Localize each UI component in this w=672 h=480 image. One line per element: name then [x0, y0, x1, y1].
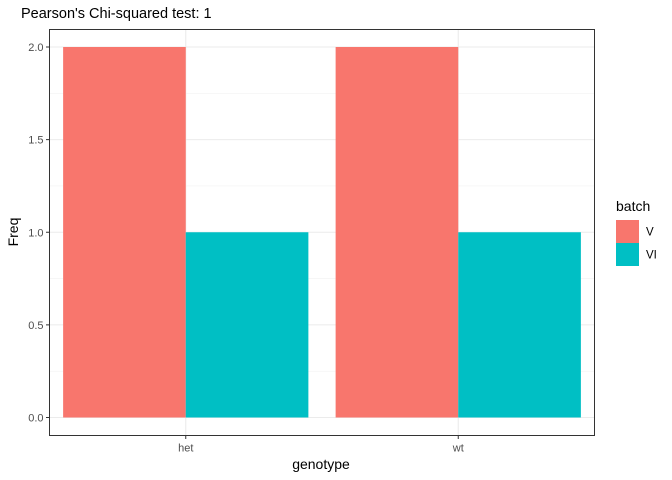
legend: batch V VI	[616, 198, 657, 266]
plot-panel	[49, 29, 595, 436]
legend-key-VI	[616, 243, 639, 266]
x-tick-label-wt: wt	[452, 443, 464, 455]
legend-label-VI: VI	[646, 250, 657, 262]
y-tick-label: 1.0	[28, 227, 43, 239]
y-tick-label: 1.5	[28, 135, 43, 147]
y-tick-label: 0.0	[28, 413, 43, 425]
legend-label-V: V	[646, 227, 654, 239]
chart-title: Pearson's Chi-squared test: 1	[21, 6, 212, 22]
y-axis-title: Freq	[5, 218, 21, 247]
y-tick-label: 0.5	[28, 320, 43, 332]
legend-key-V	[616, 220, 639, 243]
bar-het-V	[63, 47, 186, 418]
y-tick-label: 2.0	[28, 42, 43, 54]
x-axis: het wt	[178, 435, 464, 455]
x-axis-title: genotype	[292, 456, 350, 472]
bar-het-VI	[185, 232, 309, 418]
bars	[63, 47, 581, 418]
y-axis: 0.0 0.5 1.0 1.5 2.0	[28, 42, 50, 425]
x-tick-label-het: het	[178, 443, 193, 455]
legend-title: batch	[616, 198, 650, 214]
bar-wt-V	[335, 47, 459, 418]
bar-wt-VI	[458, 232, 581, 418]
